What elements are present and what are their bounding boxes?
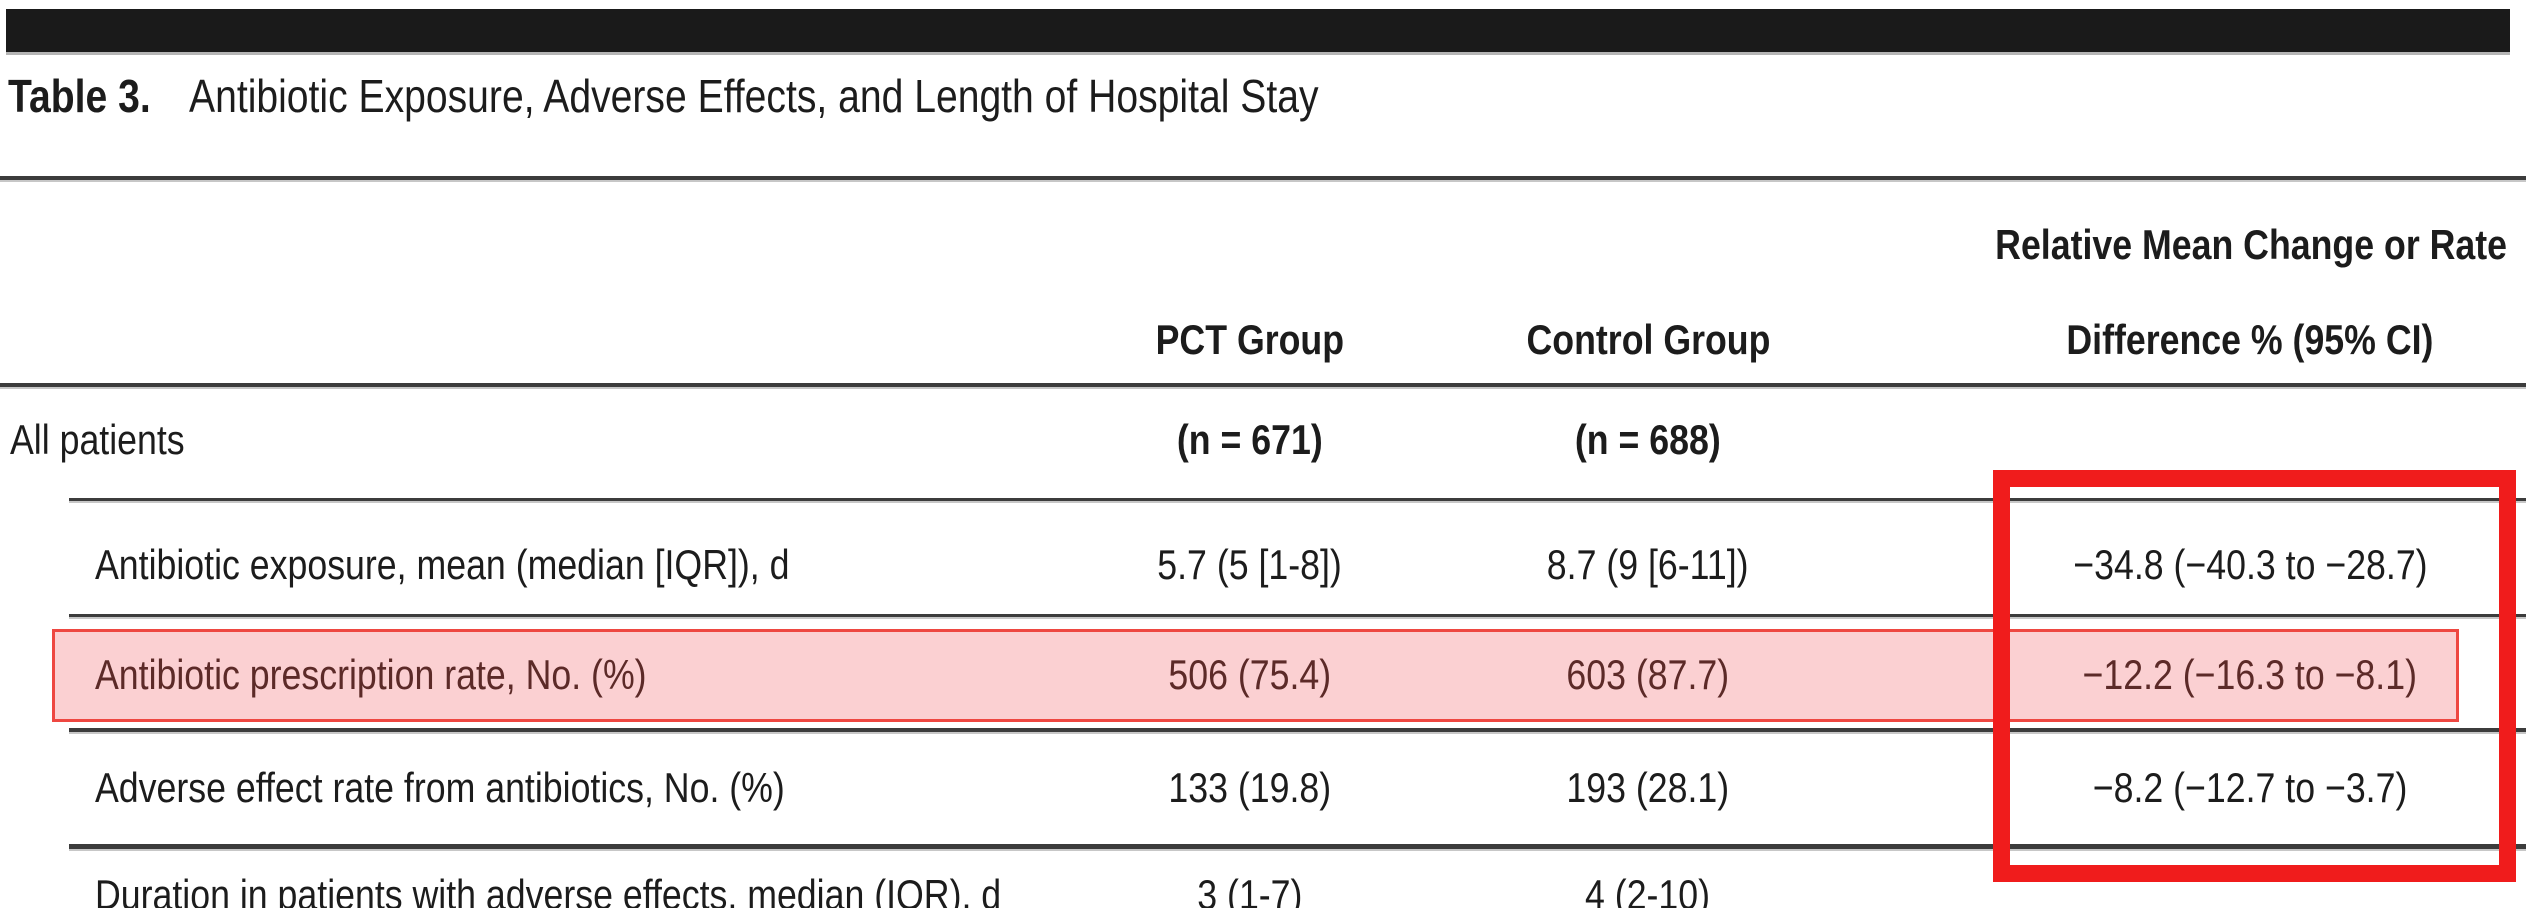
rule-row-1 (69, 498, 2526, 501)
cell-prescription-pct: 506 (75.4) (1168, 651, 1332, 698)
cell-prescription-control: 603 (87.7) (1566, 651, 1730, 698)
column-header-pct-group: PCT Group (1155, 316, 1345, 363)
rule-row-3 (69, 728, 2526, 732)
column-header-diff-line2: Difference % (95% CI) (2066, 316, 2434, 363)
cell-duration-control: 4 (2-10) (1585, 871, 1711, 908)
highlight-overlay-prescription-rate (52, 629, 2459, 722)
column-header-control-group: Control Group (1526, 316, 1770, 363)
row-label-antibiotic-exposure: Antibiotic exposure, mean (median [IQR])… (95, 541, 790, 588)
column-header-diff-line1: Relative Mean Change or Rate (1995, 221, 2508, 268)
cell-adverse-control: 193 (28.1) (1566, 764, 1730, 811)
rule-row-2 (69, 614, 2526, 617)
table-title-text: Antibiotic Exposure, Adverse Effects, an… (188, 70, 1319, 122)
red-box-annotation (1993, 470, 2516, 882)
row-label-all-patients: All patients (10, 416, 185, 463)
table-title: Table 3. Antibiotic Exposure, Adverse Ef… (8, 70, 1517, 122)
cell-exposure-pct: 5.7 (5 [1-8]) (1157, 541, 1343, 588)
cell-adverse-pct: 133 (19.8) (1168, 764, 1332, 811)
top-black-bar (6, 9, 2510, 52)
cell-exposure-control: 8.7 (9 [6-11]) (1547, 541, 1749, 588)
cell-prescription-diff: −12.2 (−16.3 to −8.1) (2082, 651, 2418, 698)
row-label-adverse-effect-rate: Adverse effect rate from antibiotics, No… (95, 764, 785, 811)
row-label-prescription-rate: Antibiotic prescription rate, No. (%) (95, 651, 647, 698)
rule-row-4 (69, 844, 2526, 849)
cell-exposure-diff: −34.8 (−40.3 to −28.7) (2072, 541, 2428, 588)
rule-below-header (0, 383, 2526, 387)
cell-adverse-diff: −8.2 (−12.7 to −3.7) (2092, 764, 2408, 811)
table-number: Table 3. (8, 70, 151, 122)
cell-duration-pct: 3 (1-7) (1197, 871, 1303, 908)
row-label-duration-adverse-effects: Duration in patients with adverse effect… (95, 871, 1002, 908)
cell-all-patients-control-n: (n = 688) (1575, 416, 1721, 463)
rule-below-title (0, 176, 2526, 180)
cell-all-patients-pct-n: (n = 671) (1177, 416, 1323, 463)
